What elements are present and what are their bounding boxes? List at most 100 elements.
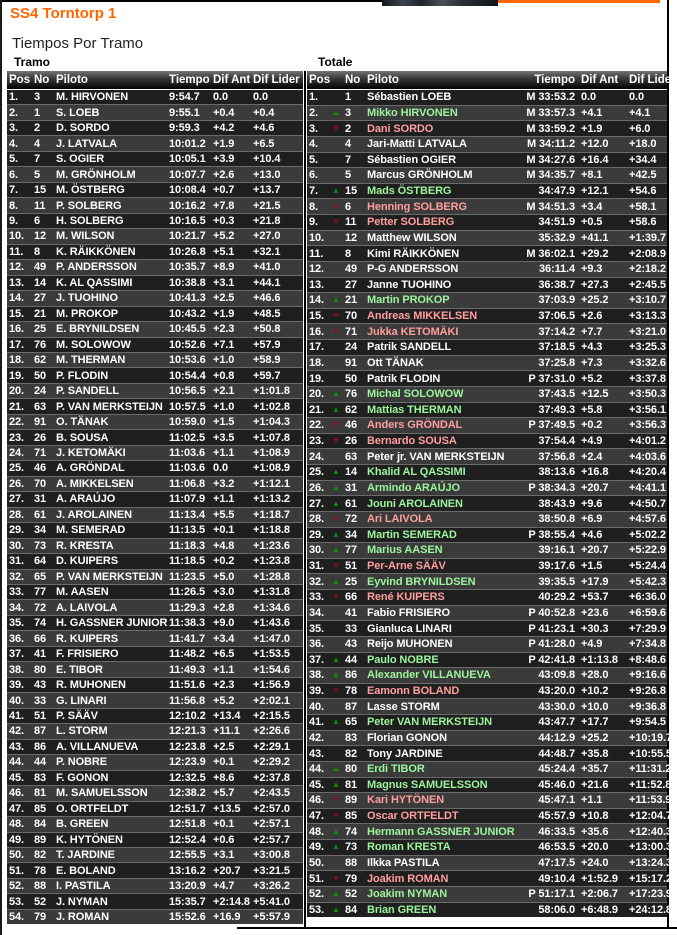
position-cell: 51.: [309, 872, 324, 885]
diff-leader-cell: +1:56.9: [253, 679, 290, 692]
driver-name-cell: Andreas MIKKELSEN: [367, 310, 478, 323]
position-cell: 8.: [309, 200, 318, 213]
car-number-cell: 46: [345, 419, 358, 432]
table-row: 19. 50 P. FLODIN 10:54.4 +0.8 +59.7: [7, 367, 303, 383]
diff-previous-cell: +7.1: [213, 338, 235, 351]
diff-leader-cell: +9:36.8: [629, 700, 666, 713]
total-time-cell: 37:49.3: [538, 403, 575, 416]
diff-leader-cell: +9:16.6: [629, 669, 666, 682]
car-number-cell: 73: [345, 841, 358, 854]
table-row: 53. 52 J. NYMAN 15:35.7 +2:14.8 +5:41.0: [7, 893, 303, 909]
position-up-icon: ▲: [332, 295, 340, 305]
table-row: 50. 88 Ilkka PASTILA 47:17.5 +24.0 +13:2…: [307, 854, 672, 871]
car-number-cell: 33: [345, 622, 358, 635]
diff-previous-cell: +25.2: [581, 294, 609, 307]
car-number-cell: 14: [34, 276, 47, 289]
stage-time-cell: 11:51.6: [169, 679, 206, 692]
total-time-cell: 46:33.5: [538, 825, 575, 838]
position-down-icon: ▼: [332, 592, 340, 602]
stage-time-cell: 11:13.5: [169, 524, 206, 537]
table-row: 24. 63 Peter jr. VAN MERKSTEIJN 37:56.8 …: [307, 448, 667, 464]
column-header-dif-lider: Dif Lider: [253, 74, 300, 86]
table-row: 1. 3 M. HIRVONEN 9:54.7 0.0 0.0: [7, 89, 303, 105]
position-cell: 41.: [309, 716, 324, 729]
stage-time-cell: 10:21.7: [169, 230, 206, 243]
position-cell: 27.: [9, 493, 24, 506]
diff-leader-cell: +5:42.3: [629, 575, 666, 588]
car-number-cell: 87: [34, 725, 47, 738]
position-cell: 6.: [9, 168, 18, 181]
position-down-icon: ▼: [332, 514, 340, 524]
diff-leader-cell: +13.0: [253, 168, 281, 181]
diff-previous-cell: +20.7: [581, 544, 609, 557]
diff-leader-cell: +3:10.7: [629, 294, 666, 307]
position-cell: 11.: [309, 247, 324, 260]
driver-name-cell: M. AASEN: [56, 586, 109, 599]
car-number-cell: 14: [345, 466, 358, 479]
car-number-cell: 31: [345, 481, 358, 494]
driver-name-cell: Eyvind BRYNILDSEN: [367, 575, 476, 588]
diff-previous-cell: +0.1: [213, 524, 235, 537]
driver-name-cell: Paulo NOBRE: [367, 653, 439, 666]
table-row: 5. 7 S. OGIER 10:05.1 +3.9 +10.4: [7, 150, 303, 167]
driver-name-cell: Anders GRÖNDAL: [367, 419, 463, 432]
total-time-cell: 45:46.0: [538, 778, 575, 791]
total-time-cell: 37:06.5: [538, 310, 575, 323]
position-up-icon: ▲: [332, 545, 340, 555]
table-row: 22. ▼ 46 Anders GRÖNDAL P 37:49.5 +0.2 +…: [307, 417, 667, 433]
diff-leader-cell: +3:50.3: [629, 388, 666, 401]
table-row: 20. ▲ 76 Michal SOLOWOW 37:43.5 +12.5 +3…: [307, 385, 667, 402]
diff-previous-cell: +1.1: [213, 493, 235, 506]
diff-previous-cell: +35.6: [581, 825, 609, 838]
car-number-cell: 24: [34, 385, 47, 398]
diff-leader-cell: 0.0: [629, 91, 644, 104]
position-cell: 7.: [9, 184, 18, 197]
total-time-cell: 45:24.4: [538, 763, 575, 776]
column-header-pos: Pos: [309, 74, 331, 86]
driver-name-cell: Jouni AROLAINEN: [367, 497, 463, 510]
car-number-cell: 1: [345, 91, 352, 104]
column-header-pos: Pos: [9, 74, 31, 86]
diff-leader-cell: +3:13.3: [629, 310, 666, 323]
table-row: 47. 85 O. ORTFELDT 12:51.7 +13.5 +2:57.0: [7, 800, 303, 817]
diff-previous-cell: +3.1: [213, 849, 235, 862]
position-up-icon: ▲: [332, 654, 340, 664]
driver-name-cell: Sébastien OGIER: [367, 153, 456, 166]
total-time-cell: 58:06.0: [538, 903, 575, 916]
car-number-cell: 91: [34, 416, 47, 429]
stage-times-panel: Pos No Piloto Tiempo Dif Ant Dif Lider 1…: [7, 71, 303, 925]
driver-name-cell: P. SANDELL: [56, 385, 119, 398]
diff-leader-cell: +4:20.4: [629, 466, 666, 479]
diff-previous-cell: +3.1: [213, 276, 235, 289]
column-header-dif-lider: Dif Lider: [629, 74, 676, 86]
position-cell: 9.: [9, 214, 18, 227]
position-cell: 12.: [309, 263, 324, 276]
table-row: 48. ▲ 74 Hermann GASSNER JUNIOR 46:33.5 …: [307, 823, 672, 839]
table-row: 2. ▲ 3 Mikko HIRVONEN M 33:57.3 +4.1 +4.…: [307, 104, 667, 121]
stage-time-cell: 10:57.5: [169, 400, 206, 413]
diff-previous-cell: +4.6: [581, 528, 603, 541]
car-number-cell: 27: [345, 278, 358, 291]
diff-previous-cell: +13.5: [213, 802, 241, 815]
total-time-cell: 34:47.9: [538, 185, 575, 198]
position-cell: 31.: [309, 560, 324, 573]
diff-leader-cell: +4:03.6: [629, 450, 666, 463]
car-number-cell: 81: [34, 787, 47, 800]
stage-time-cell: 10:52.6: [169, 338, 206, 351]
car-number-cell: 11: [345, 216, 357, 229]
total-table-header: Pos No Piloto Tiempo Dif Ant Dif Lider: [307, 71, 676, 89]
driver-name-cell: A. VILLANUEVA: [56, 740, 139, 753]
diff-previous-cell: +2:14.8: [213, 895, 250, 908]
stage-time-cell: 15:52.6: [169, 911, 206, 924]
total-time-cell: P 37:49.5: [528, 419, 575, 432]
position-cell: 38.: [309, 669, 324, 682]
total-time-cell: M 34:11.2: [526, 138, 575, 151]
driver-name-cell: Hermann GASSNER JUNIOR: [367, 825, 515, 838]
diff-leader-cell: +46.6: [253, 292, 281, 305]
table-row: 44. ▲ 80 Erdi TIBOR 45:24.4 +35.7 +11:31…: [307, 760, 671, 777]
diff-previous-cell: +24.0: [581, 856, 609, 869]
driver-name-cell: Joakim NYMAN: [367, 888, 448, 901]
position-cell: 32.: [9, 570, 24, 583]
position-up-icon: ▲: [332, 779, 340, 789]
diff-previous-cell: +17.9: [581, 575, 609, 588]
